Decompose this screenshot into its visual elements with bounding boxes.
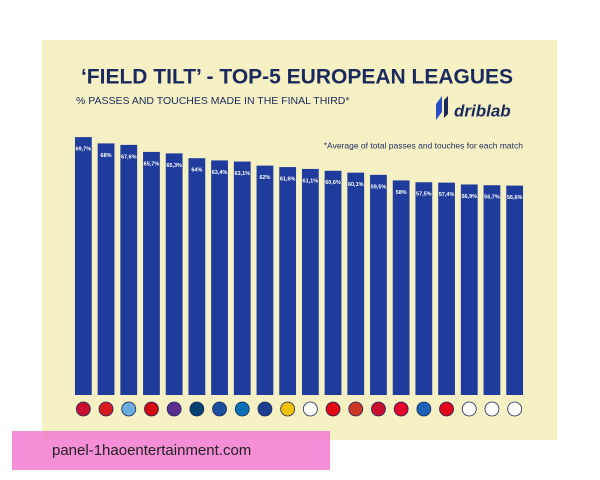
bar xyxy=(97,143,115,395)
value-label: 65,7% xyxy=(144,161,160,167)
bar xyxy=(279,167,297,395)
club-crest xyxy=(144,401,159,417)
bar xyxy=(415,182,433,395)
value-label: 57,5% xyxy=(416,192,432,198)
club-crest xyxy=(461,401,477,417)
club-crest xyxy=(507,401,523,417)
club-crest xyxy=(121,401,137,417)
club-crest xyxy=(189,401,205,417)
club-crest xyxy=(234,401,250,417)
chart-title: ‘FIELD TILT’ - TOP-5 EUROPEAN LEAGUES xyxy=(81,66,513,89)
chart-subtitle: % PASSES AND TOUCHES MADE IN THE FINAL T… xyxy=(76,95,349,107)
bar xyxy=(74,137,92,396)
club-crest xyxy=(166,401,182,417)
brand: driblab xyxy=(454,101,511,120)
value-label: 56,9% xyxy=(461,194,477,200)
value-label: 61,1% xyxy=(303,178,319,184)
club-crest xyxy=(98,401,114,417)
bar xyxy=(483,185,501,395)
value-label: 67,6% xyxy=(121,154,137,160)
club-crest xyxy=(393,401,409,417)
value-label: 69,7% xyxy=(76,147,92,153)
note: *Average of total passes and touches for… xyxy=(324,140,524,150)
bar xyxy=(347,172,365,395)
value-label: 58% xyxy=(396,190,407,196)
watermark: panel-1haoentertainment.com xyxy=(52,442,251,459)
value-label: 57,4% xyxy=(439,192,455,198)
value-label: 63,1% xyxy=(234,171,250,177)
value-label: 56,6% xyxy=(507,195,523,201)
club-crest xyxy=(348,401,364,417)
bar xyxy=(211,160,228,395)
club-crest xyxy=(280,401,296,417)
club-crest xyxy=(371,401,386,417)
bar xyxy=(233,161,251,395)
bar xyxy=(188,158,206,395)
value-label: 64% xyxy=(191,168,202,174)
club-crest xyxy=(257,401,273,417)
club-crest xyxy=(75,401,91,417)
bar xyxy=(506,185,524,395)
club-crest xyxy=(416,401,432,417)
club-crest xyxy=(212,401,227,417)
brand-logo xyxy=(436,96,448,120)
club-crest xyxy=(325,401,341,417)
club-crest xyxy=(439,401,454,417)
bar xyxy=(143,151,160,395)
bar xyxy=(370,174,387,395)
watermark-bar xyxy=(12,431,330,470)
value-label: 61,6% xyxy=(280,177,296,183)
club-crest xyxy=(302,401,318,417)
bar xyxy=(165,153,183,395)
value-label: 56,7% xyxy=(484,195,500,201)
bar xyxy=(120,144,138,395)
bar xyxy=(324,170,342,395)
value-label: 59,5% xyxy=(371,184,387,190)
club-crest xyxy=(484,401,500,417)
bar xyxy=(460,184,478,395)
bar xyxy=(438,182,455,395)
value-label: 65,3% xyxy=(166,163,182,169)
bars: 69,7% 68% 67,6% 65,7% 65,3% 64% 63,4% 63,1% 62% 6… xyxy=(74,137,524,417)
value-label: 62% xyxy=(259,175,270,181)
value-label: 68% xyxy=(101,153,112,159)
bar xyxy=(392,180,410,395)
value-label: 63,4% xyxy=(212,170,228,176)
bar xyxy=(301,168,319,395)
value-label: 60,6% xyxy=(325,180,341,186)
value-label: 60,1% xyxy=(348,182,364,188)
bar xyxy=(256,165,274,395)
